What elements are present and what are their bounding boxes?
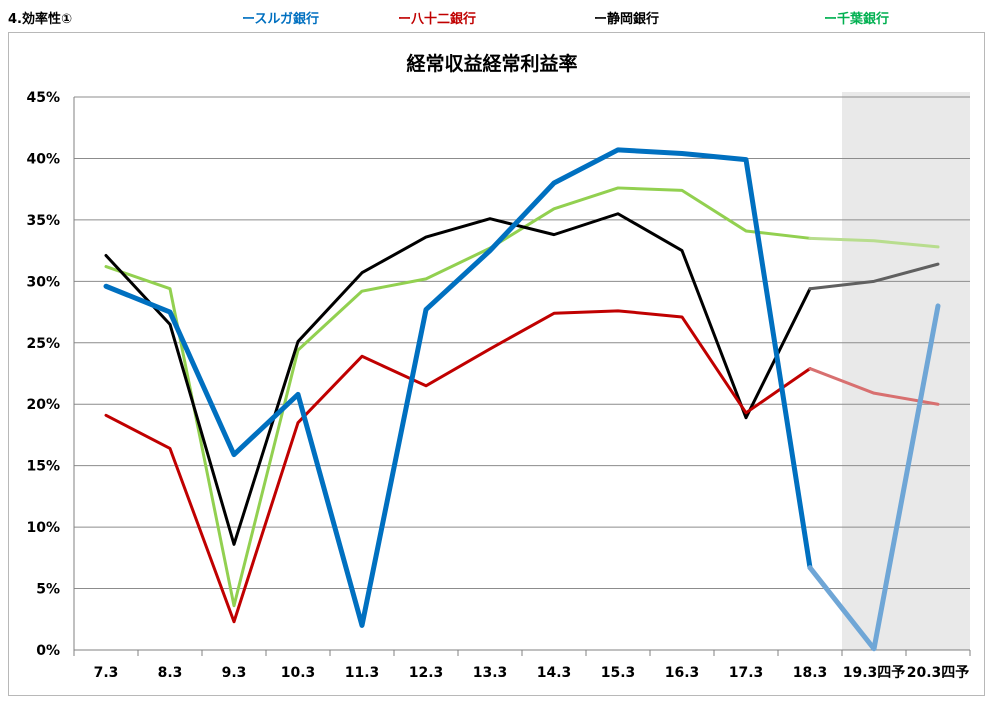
series-line [103,147,813,628]
series-forecast-line [807,303,941,652]
series-line [104,309,812,624]
x-tick-label: 8.3 [158,665,183,681]
legend-chiba: ー千葉銀行 [824,12,890,27]
y-tick-label: 40% [26,151,60,167]
x-tick-label: 7.3 [94,665,119,681]
x-tick-label: 10.3 [281,665,316,681]
chart-frame [8,32,985,696]
y-tick-label: 10% [26,520,60,536]
legend-hachijuni: ー八十二銀行 [398,12,477,27]
y-tick-label: 15% [26,459,60,475]
x-tick-label: 17.3 [729,665,764,681]
chart-title: 経常収益経常利益率 [406,52,577,75]
series-line [104,186,812,608]
x-tick-label: 20.3四予 [907,665,970,681]
x-tick-label: 14.3 [537,665,572,681]
x-tick-label: 11.3 [345,665,380,681]
gridlines [74,96,970,590]
series-lines [103,147,941,652]
x-tick-label: 19.3四予 [843,665,906,681]
y-tick-label: 5% [36,582,60,598]
x-tick-label: 15.3 [601,665,636,681]
x-tick-label: 13.3 [473,665,508,681]
legend-suruga: ースルガ銀行 [242,12,319,27]
series-forecast-line [808,262,940,291]
x-tick-label: 12.3 [409,665,444,681]
series-line [104,212,812,546]
y-tick-label: 20% [26,397,60,413]
x-tick-label: 16.3 [665,665,700,681]
y-tick-label: 25% [26,336,60,352]
x-tick-label: 9.3 [222,665,247,681]
forecast-band [842,92,970,650]
axes [73,97,971,656]
x-axis-ticks: 7.3 8.3 9.3 10.3 11.3 12.3 13.3 14.3 15.3 16.3 17.… [94,665,970,681]
y-tick-label: 45% [26,90,60,106]
y-tick-label: 35% [26,213,60,229]
x-tick-label: 18.3 [793,665,828,681]
y-axis-ticks: 0% 5% 10% 15% 20% 25% 30% 35% 40% 45% [26,90,60,659]
y-tick-label: 0% [36,643,60,659]
legend-shizuoka: ー静岡銀行 [594,12,660,27]
series-forecast-line [808,367,940,406]
y-tick-label: 30% [26,274,60,290]
section-title: 4.効率性① [8,12,72,27]
series-forecast-line [808,236,940,249]
